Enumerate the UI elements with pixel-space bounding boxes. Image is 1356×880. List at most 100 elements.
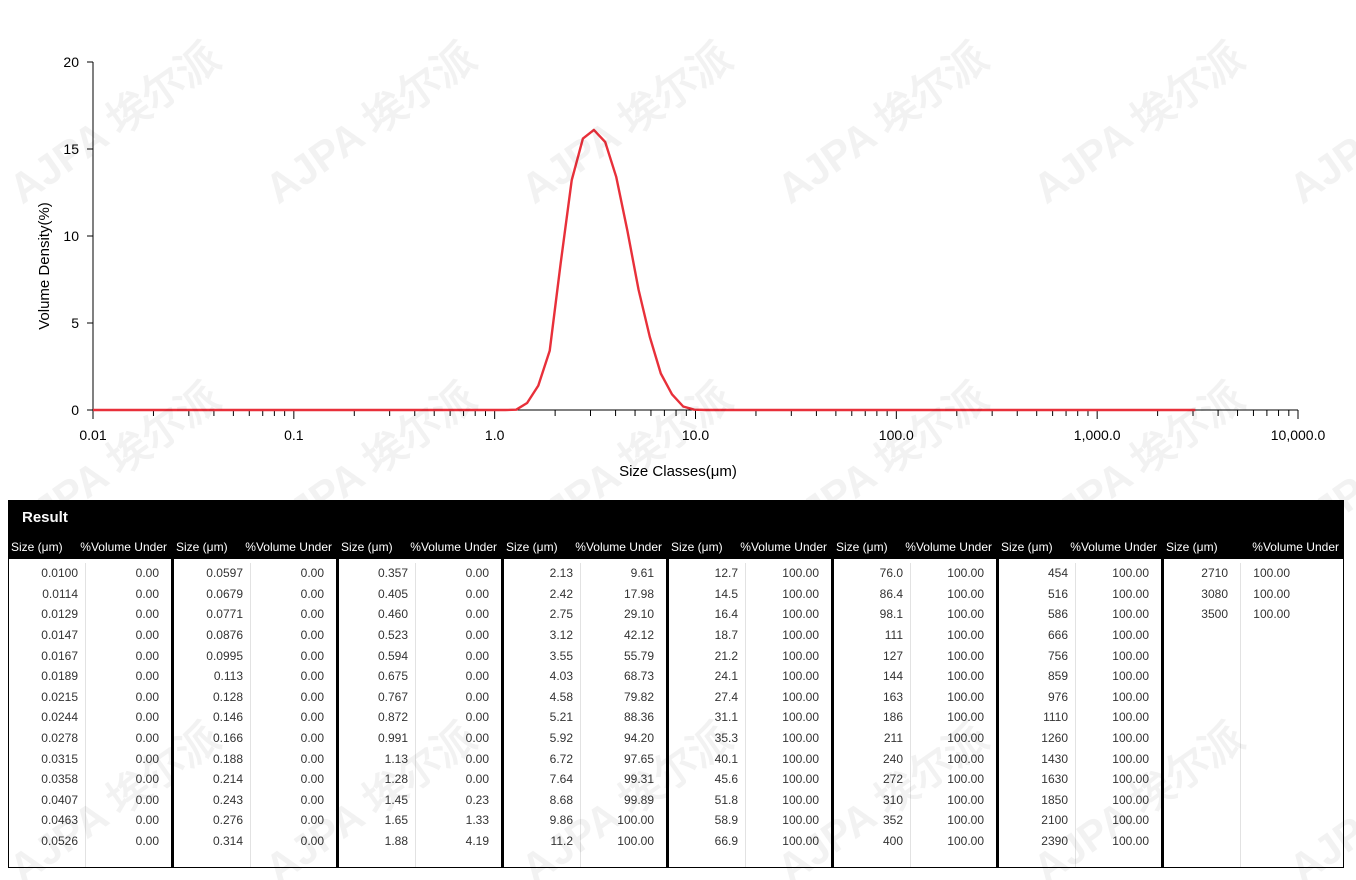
volume-under-cell: 100.00 [782, 834, 819, 849]
x-tick-labels: 0.01 0.1 1.0 10.0 100.0 1,000.0 10,000.0 [79, 427, 1325, 443]
size-cell: 976 [1047, 689, 1068, 704]
table-row: 586 100.00 [999, 604, 1161, 625]
volume-under-cell: 88.36 [623, 710, 654, 725]
volume-under-cell: 0.00 [300, 751, 324, 766]
table-row: 0.0358 0.00 [9, 769, 171, 790]
volume-under-header: %Volume Under [740, 540, 827, 554]
table-row: 0.214 0.00 [174, 769, 336, 790]
size-cell: 1850 [1041, 792, 1068, 807]
size-cell: 240 [882, 751, 903, 766]
volume-under-cell: 0.00 [465, 669, 489, 684]
table-row: 86.4 100.00 [834, 584, 996, 605]
volume-under-cell: 100.00 [947, 669, 984, 684]
table-row: 0.0876 0.00 [174, 625, 336, 646]
size-cell: 1.13 [384, 751, 408, 766]
table-row: 756 100.00 [999, 645, 1161, 666]
table-row: 0.0597 0.00 [174, 563, 336, 584]
table-row: 76.0 100.00 [834, 563, 996, 584]
volume-under-cell: 79.82 [623, 689, 654, 704]
size-cell: 0.405 [377, 586, 408, 601]
table-row: 0.0114 0.00 [9, 584, 171, 605]
table-row: 2710 100.00 [1164, 563, 1343, 584]
volume-under-cell: 0.00 [135, 792, 159, 807]
table-row: 0.0167 0.00 [9, 645, 171, 666]
size-cell: 21.2 [714, 648, 738, 663]
result-rows: 454 100.00 516 100.00 586 100.00 666 100.00 756 1… [999, 559, 1161, 867]
volume-under-cell: 100.00 [1112, 566, 1149, 581]
volume-under-cell: 100.00 [947, 648, 984, 663]
result-title: Result [9, 501, 1343, 535]
size-cell: 211 [883, 731, 903, 746]
size-cell: 18.7 [714, 628, 738, 643]
size-cell: 58.9 [714, 813, 738, 828]
size-cell: 0.0679 [206, 586, 243, 601]
table-row: 976 100.00 [999, 687, 1161, 708]
volume-under-cell: 100.00 [617, 834, 654, 849]
table-row: 7.64 99.31 [504, 769, 666, 790]
size-cell: 6.72 [549, 751, 573, 766]
volume-under-cell: 100.00 [947, 813, 984, 828]
size-cell: 7.64 [549, 772, 573, 787]
table-row: 4.58 79.82 [504, 687, 666, 708]
volume-under-cell: 0.00 [465, 607, 489, 622]
table-row: 0.767 0.00 [339, 687, 501, 708]
size-cell: 516 [1047, 586, 1068, 601]
size-cell: 0.357 [377, 566, 408, 581]
volume-under-cell: 42.12 [623, 628, 654, 643]
volume-under-cell: 100.00 [947, 628, 984, 643]
column-header: Size (μm) %Volume Under [339, 535, 501, 559]
result-rows: 2.13 9.61 2.42 17.98 2.75 29.10 3.12 42.12 3.55 5… [504, 559, 666, 867]
volume-under-cell: 0.00 [300, 669, 324, 684]
table-row: 2.75 29.10 [504, 604, 666, 625]
size-cell: 76.0 [879, 566, 903, 581]
table-row: 0.0100 0.00 [9, 563, 171, 584]
volume-under-cell: 0.00 [300, 792, 324, 807]
result-column-group: Size (μm) %Volume Under 0.357 0.00 0.405 0.00… [339, 535, 504, 867]
column-header: Size (μm) %Volume Under [999, 535, 1161, 559]
volume-under-cell: 0.00 [465, 689, 489, 704]
size-header: Size (μm) [836, 540, 888, 554]
size-cell: 0.767 [377, 689, 408, 704]
table-row: 0.405 0.00 [339, 584, 501, 605]
volume-under-cell: 68.73 [623, 669, 654, 684]
size-cell: 0.0995 [206, 648, 243, 663]
volume-under-cell: 0.23 [465, 792, 489, 807]
volume-under-cell: 0.00 [135, 710, 159, 725]
size-cell: 127 [882, 648, 903, 663]
size-cell: 586 [1047, 607, 1068, 622]
volume-under-cell: 100.00 [1112, 628, 1149, 643]
volume-under-cell: 0.00 [135, 751, 159, 766]
size-cell: 0.243 [212, 792, 243, 807]
volume-under-cell: 0.00 [300, 731, 324, 746]
volume-under-cell: 100.00 [947, 792, 984, 807]
size-cell: 2.13 [549, 566, 573, 581]
table-row: 4.03 68.73 [504, 666, 666, 687]
size-cell: 0.166 [212, 731, 243, 746]
size-cell: 0.872 [377, 710, 408, 725]
table-row: 144 100.00 [834, 666, 996, 687]
volume-under-cell: 55.79 [623, 648, 654, 663]
size-cell: 0.0244 [41, 710, 78, 725]
volume-under-cell: 0.00 [135, 772, 159, 787]
table-row: 0.523 0.00 [339, 625, 501, 646]
y-tick-label: 20 [63, 54, 79, 70]
volume-under-cell: 0.00 [300, 607, 324, 622]
size-cell: 0.0215 [41, 689, 78, 704]
size-header: Size (μm) [341, 540, 393, 554]
volume-under-cell: 100.00 [1112, 669, 1149, 684]
column-header: Size (μm) %Volume Under [9, 535, 171, 559]
volume-under-cell: 0.00 [300, 772, 324, 787]
size-cell: 0.0114 [42, 586, 78, 601]
size-cell: 0.128 [212, 689, 243, 704]
table-row: 2.42 17.98 [504, 584, 666, 605]
volume-under-cell: 100.00 [782, 628, 819, 643]
table-row: 1.13 0.00 [339, 748, 501, 769]
volume-under-cell: 0.00 [465, 628, 489, 643]
size-cell: 3.55 [549, 648, 573, 663]
volume-under-cell: 100.00 [947, 772, 984, 787]
table-row: 0.0215 0.00 [9, 687, 171, 708]
volume-under-cell: 4.19 [465, 834, 489, 849]
size-cell: 111 [884, 628, 903, 643]
volume-under-cell: 0.00 [300, 813, 324, 828]
size-cell: 0.675 [377, 669, 408, 684]
